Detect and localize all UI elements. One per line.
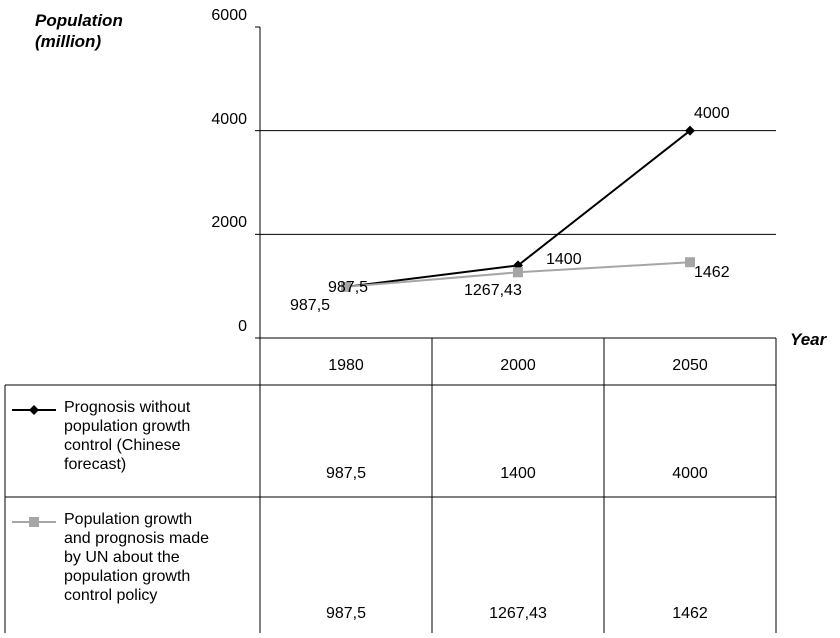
data-label: 1267,43 <box>464 282 522 300</box>
series-2 <box>341 257 695 292</box>
table-cell: 1462 <box>672 605 708 622</box>
data-point-marker <box>685 125 695 136</box>
table-cell: 1267,43 <box>489 605 547 622</box>
data-label: 987,5 <box>290 296 331 314</box>
legend-entry-line: Prognosis without <box>64 399 191 416</box>
legend-entry-line: control (Chinese <box>64 437 181 454</box>
table-cell: 4000 <box>672 465 708 482</box>
legend-key-marker <box>29 405 39 415</box>
y-tick-label: 4000 <box>211 110 247 128</box>
y-tick-label: 2000 <box>211 214 247 232</box>
y-tick-label: 6000 <box>211 7 247 24</box>
data-point-marker <box>513 267 523 278</box>
legend-entry-line: control policy <box>64 587 158 604</box>
data-label: 987,5 <box>328 278 369 296</box>
x-axis-label: Year <box>790 330 827 349</box>
y-axis-label: Population (million) <box>35 10 123 52</box>
category-label: 2050 <box>672 357 708 374</box>
table-cell: 987,5 <box>325 465 367 482</box>
legend-key-marker <box>29 517 39 527</box>
legend-entry-line: and prognosis made <box>64 530 209 547</box>
data-label: 4000 <box>694 104 730 122</box>
legend-entry-line: population growth <box>64 418 191 435</box>
category-label: 2000 <box>500 357 536 374</box>
category-label: 1980 <box>328 357 364 374</box>
table-cell: 1400 <box>500 465 536 482</box>
data-label: 1462 <box>694 264 730 282</box>
data-label: 1400 <box>546 251 582 269</box>
y-tick-label: 0 <box>238 318 247 335</box>
legend-entry-line: forecast) <box>64 456 127 473</box>
legend-entry-line: by UN about the <box>64 549 180 566</box>
data-point-marker <box>685 257 695 268</box>
legend-entry-line: Population growth <box>64 511 193 528</box>
table-cell: 987,5 <box>325 605 367 622</box>
y-axis-label-line2: (million) <box>35 32 102 51</box>
y-axis-label-line1: Population <box>35 11 123 30</box>
legend-entry-line: population growth <box>64 568 191 585</box>
legend-entry: Prognosis without population growth contro… <box>64 398 259 474</box>
data-point-marker <box>341 281 351 292</box>
legend-entry: Population growth and prognosis made by UN… <box>64 510 259 605</box>
series-1 <box>341 125 695 292</box>
